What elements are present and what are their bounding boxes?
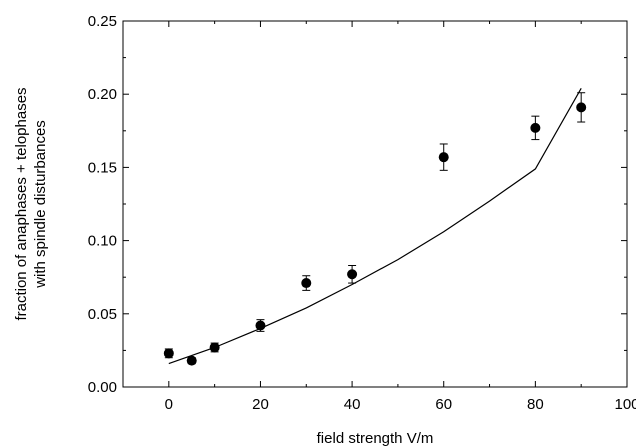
data-point — [301, 278, 312, 289]
y-tick-label: 0.00 — [88, 379, 117, 396]
y-tick-label: 0.10 — [88, 233, 117, 250]
fit-curve — [168, 88, 582, 365]
data-point — [255, 320, 266, 331]
data-point — [209, 342, 220, 353]
data-point — [438, 152, 449, 163]
x-axis-label: field strength V/m — [317, 430, 434, 447]
data-point — [186, 355, 197, 366]
data-point — [163, 348, 174, 359]
x-tick-label: 60 — [435, 396, 452, 413]
y-tick-label: 0.20 — [88, 86, 117, 103]
fit-curve-group — [168, 88, 582, 365]
axes — [122, 20, 628, 388]
y-axis-label-line-2: with spindle disturbances — [32, 120, 49, 289]
y-tick-label: 0.15 — [88, 159, 117, 176]
data-point — [576, 102, 587, 113]
y-tick-label: 0.05 — [88, 306, 117, 323]
x-tick-label: 20 — [252, 396, 269, 413]
y-axis-label-line-1: fraction of anaphases + telophases — [13, 87, 30, 320]
x-tick-label: 0 — [165, 396, 173, 413]
y-tick-label: 0.25 — [88, 13, 117, 30]
data-point — [530, 122, 541, 133]
x-tick-label: 40 — [344, 396, 361, 413]
tick-labels-group: 0 20 40 60 80 100 0.00 0.05 0.10 0.15 0.20 0.25 — [88, 13, 636, 413]
x-tick-label: 80 — [527, 396, 544, 413]
x-tick-label: 100 — [614, 396, 636, 413]
plot-frame — [122, 20, 628, 388]
data-points-group — [163, 92, 587, 366]
data-point — [347, 269, 358, 280]
